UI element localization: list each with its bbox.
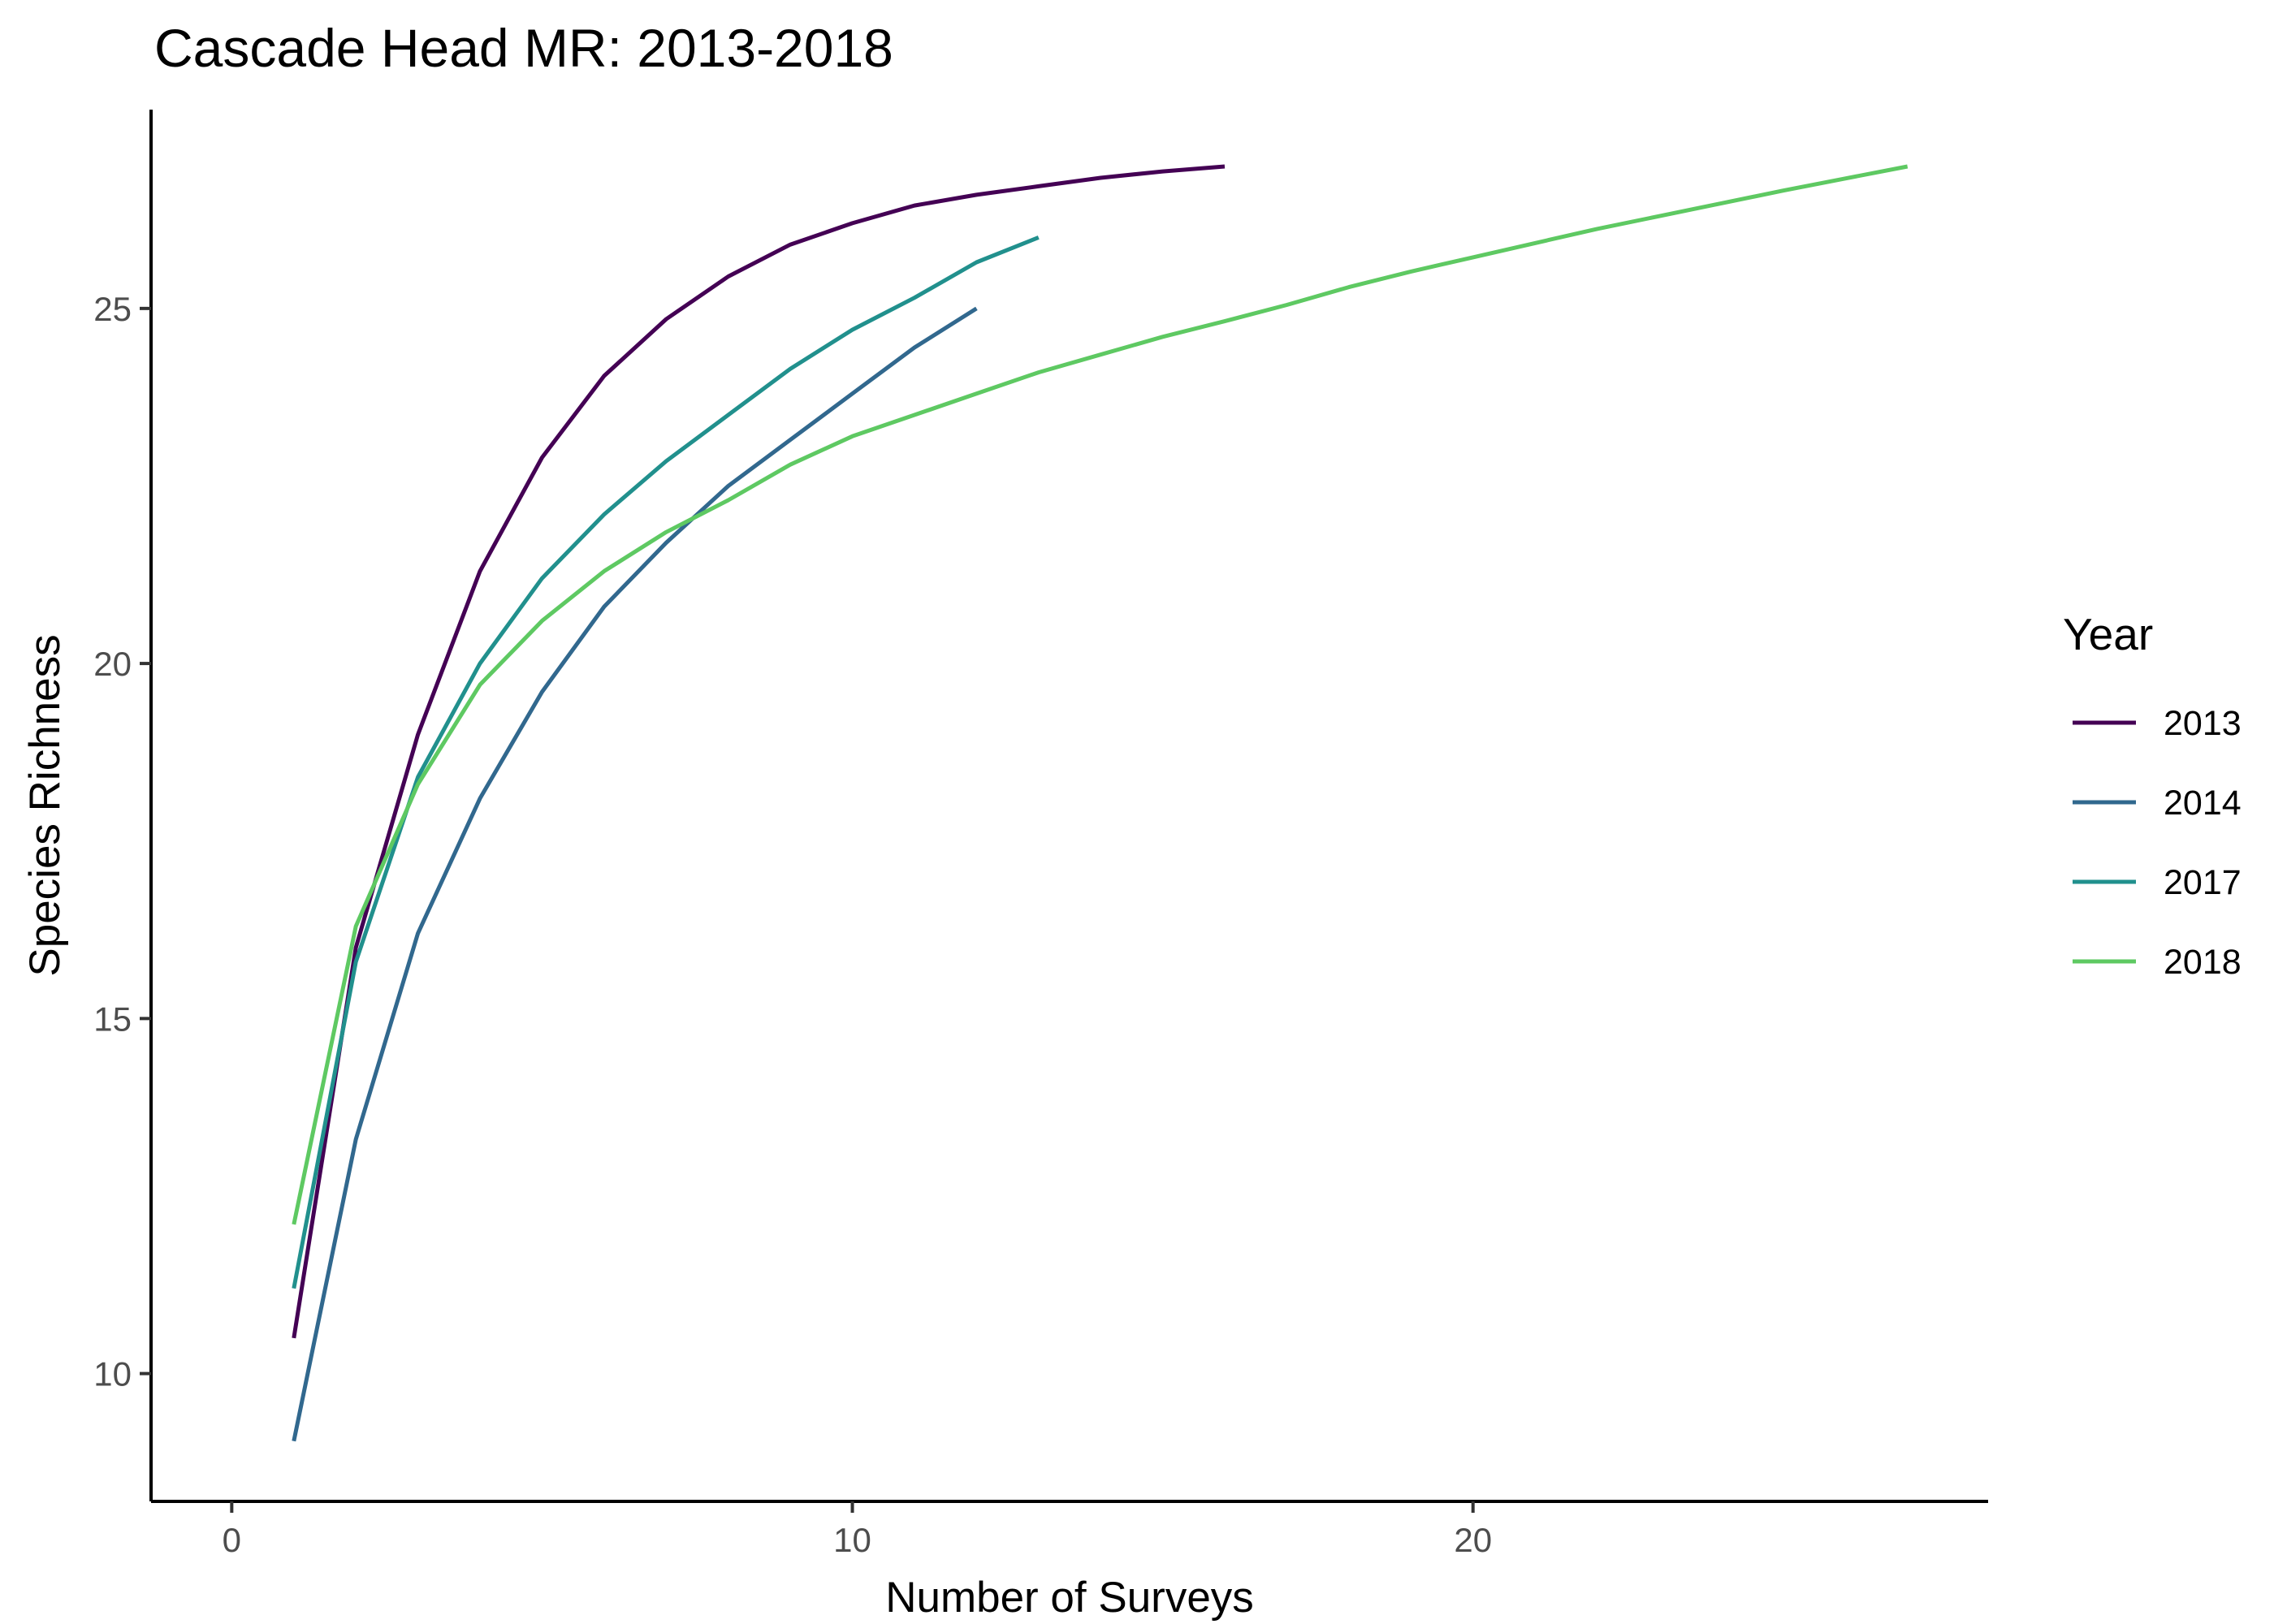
series-line-2018 <box>292 164 1909 1225</box>
series-line-2014 <box>292 306 978 1442</box>
legend-item-2018: 2018 <box>2073 943 2242 982</box>
x-axis-title: Number of Surveys <box>885 1574 1254 1622</box>
series-line-2013 <box>292 164 1226 1339</box>
legend-label-2014: 2014 <box>2164 784 2242 823</box>
legend-item-2013: 2013 <box>2073 704 2242 743</box>
y-tick-label: 10 <box>93 1355 132 1393</box>
y-axis-ticks: 10 15 20 25 <box>93 290 151 1393</box>
y-tick-label: 25 <box>93 290 132 328</box>
y-tick-label: 20 <box>93 645 132 683</box>
x-tick-label: 0 <box>223 1521 241 1559</box>
legend-items: 2013 2014 2017 2018 <box>2073 704 2242 982</box>
legend-label-2017: 2017 <box>2164 863 2242 902</box>
series-layer <box>292 164 1909 1442</box>
y-axis-title: Species Richness <box>21 634 69 976</box>
legend-label-2013: 2013 <box>2164 704 2242 743</box>
legend: Year 2013 2014 2017 2018 <box>2063 609 2242 982</box>
chart-title: Cascade Head MR: 2013-2018 <box>154 18 893 78</box>
legend-item-2014: 2014 <box>2073 784 2242 823</box>
legend-item-2017: 2017 <box>2073 863 2242 902</box>
y-tick-label: 15 <box>93 1000 132 1038</box>
series-line-2017 <box>292 235 1040 1289</box>
x-axis-ticks: 0 10 20 <box>223 1501 1492 1559</box>
legend-label-2018: 2018 <box>2164 943 2242 982</box>
x-tick-label: 10 <box>833 1521 871 1559</box>
legend-title: Year <box>2063 609 2153 659</box>
x-tick-label: 20 <box>1454 1521 1492 1559</box>
